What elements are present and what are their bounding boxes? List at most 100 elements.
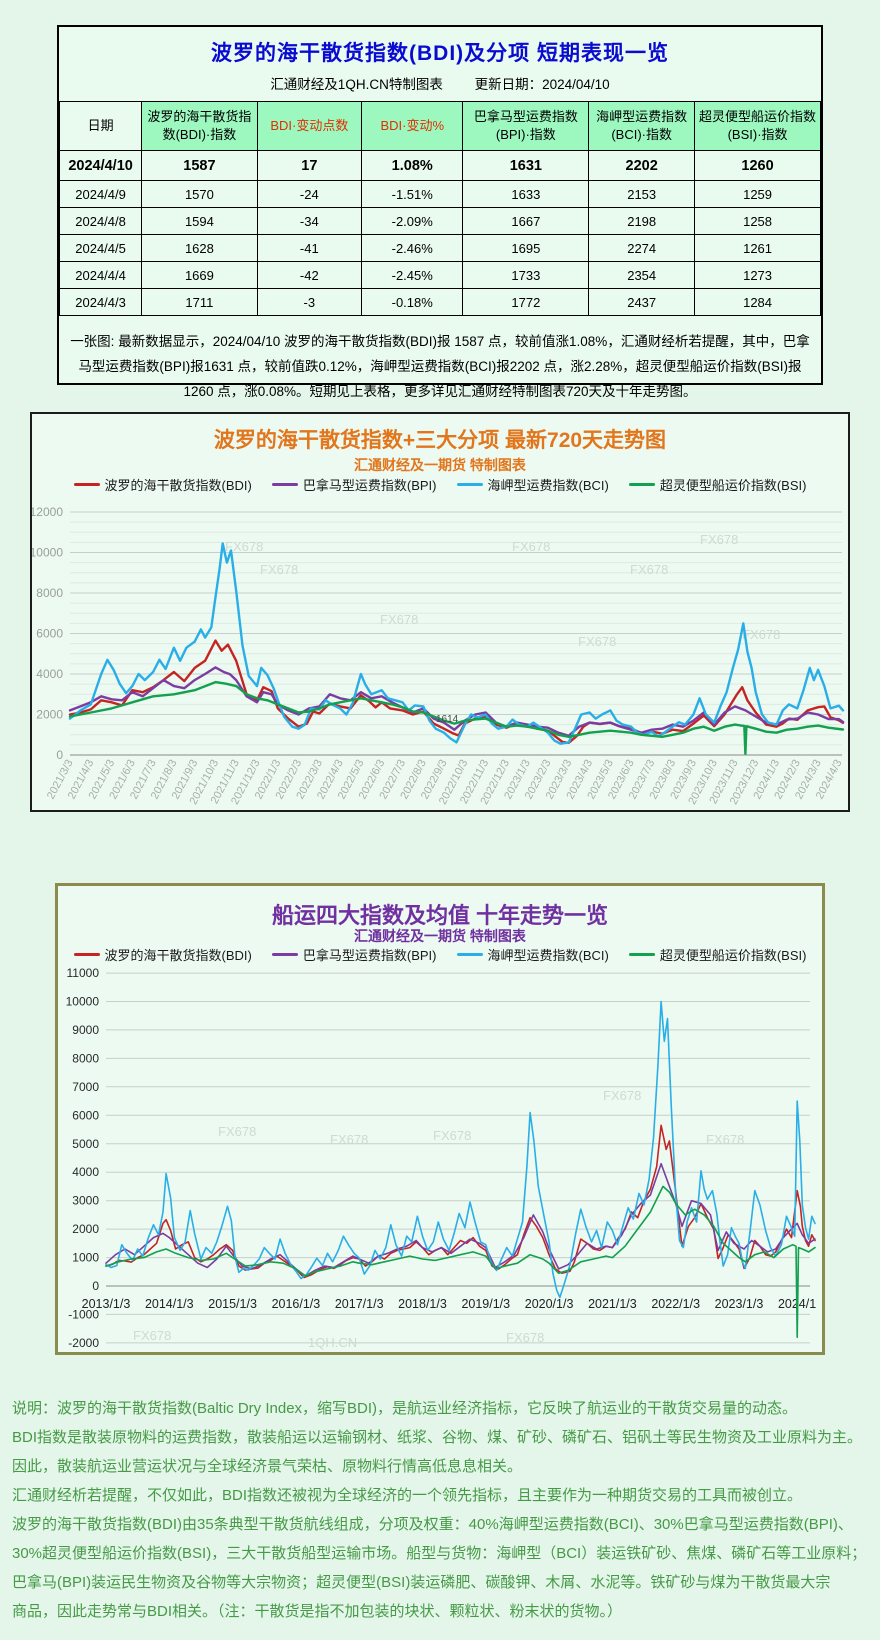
- footer-line: 巴拿马(BPI)装运民生物资及谷物等大宗物资；超灵便型(BSI)装运磷肥、碳酸钾…: [12, 1574, 831, 1591]
- watermark-text: 1QH.CN: [308, 1335, 357, 1350]
- y-axis-tick-label: 0: [56, 748, 63, 762]
- table-cell: 1633: [462, 180, 590, 208]
- footer-notes: 说明：波罗的海干散货指数(Baltic Dry Index，缩写BDI)，是航运…: [12, 1394, 872, 1626]
- x-axis-tick-label: 2013/1/3: [82, 1297, 131, 1311]
- x-axis-tick-label: 2015/1/3: [208, 1297, 257, 1311]
- table-cell: -34: [256, 207, 363, 235]
- y-axis-tick-label: 7000: [72, 1080, 99, 1094]
- table-cell: 1570: [141, 180, 258, 208]
- y-axis-tick-label: 6000: [36, 627, 63, 641]
- legend-label: 海岬型运费指数(BCI): [487, 947, 609, 963]
- footer-line: 商品，因此走势常与BDI相关。（注：干散货是指不加包装的块状、颗粒状、粉末状的货…: [12, 1603, 623, 1620]
- chart2-title: 船运四大指数及均值 十年走势一览: [271, 903, 609, 928]
- x-axis-tick-label: 2016/1/3: [272, 1297, 321, 1311]
- table-cell: 1594: [141, 207, 258, 235]
- legend-label: 超灵便型船运价指数(BSI): [659, 477, 807, 493]
- watermark-text: FX678: [603, 1088, 641, 1103]
- y-axis-tick-label: 0: [92, 1279, 99, 1293]
- table-cell: 2024/4/3: [58, 288, 143, 316]
- footer-line: BDI指数是散装原物料的运费指数，散装船运以运输钢材、纸浆、谷物、煤、矿砂、磷矿…: [12, 1429, 863, 1446]
- table-cell: 1631: [462, 150, 590, 181]
- table-cell: 2274: [588, 234, 696, 262]
- column-header: 日期: [58, 101, 143, 151]
- watermark-text: FX678: [742, 627, 780, 642]
- column-header: 海岬型运费指数(BCI)·指数: [588, 101, 696, 151]
- table-cell: -1.51%: [361, 180, 464, 208]
- table-cell: 2202: [588, 150, 696, 181]
- watermark-text: FX678: [218, 1124, 256, 1139]
- table-row: 2024/4/9 1570 -24 -1.51% 1633 2153 1259: [58, 180, 821, 208]
- legend-item: 波罗的海干散货指数(BDI): [73, 475, 252, 494]
- chart1-title: 波罗的海干散货指数+三大分项 最新720天走势图: [213, 429, 667, 452]
- legend-label: 波罗的海干散货指数(BDI): [104, 947, 252, 963]
- chart1-subtitle: 汇通财经及一期货 特制图表: [354, 457, 526, 473]
- chart1-legend: 波罗的海干散货指数(BDI) 巴拿马型运费指数(BPI) 海岬型运费指数(BCI) 超…: [32, 474, 848, 494]
- column-header: 巴拿马型运费指数(BPI)·指数: [462, 101, 590, 151]
- x-axis-tick-label: 2020/1/3: [525, 1297, 574, 1311]
- legend-label: 巴拿马型运费指数(BPI): [302, 947, 437, 963]
- chart-720day-panel: 波罗的海干散货指数+三大分项 最新720天走势图 汇通财经及一期货 特制图表 波…: [30, 412, 850, 812]
- legend-swatch: [73, 952, 100, 956]
- table-cell: 1587: [141, 150, 258, 181]
- table-update-date: 更新日期：2024/04/10: [474, 77, 610, 92]
- table-cell: 1260: [694, 150, 821, 181]
- y-axis-tick-label: 11000: [67, 966, 100, 980]
- legend-label: 波罗的海干散货指数(BDI): [104, 477, 252, 493]
- column-header: 超灵便型船运价指数(BSI)·指数: [694, 101, 821, 151]
- table-cell: -0.18%: [361, 288, 464, 316]
- x-axis-tick-label: 2021/1/3: [588, 1297, 637, 1311]
- y-axis-tick-label: 10000: [66, 995, 100, 1009]
- table-cell: -2.46%: [361, 234, 464, 262]
- legend-label: 超灵便型船运价指数(BSI): [659, 947, 807, 963]
- legend-item: 海岬型运费指数(BCI): [456, 945, 609, 964]
- table-cell: 1.08%: [361, 150, 464, 181]
- watermark-text: FX678: [506, 1330, 544, 1345]
- watermark-text: FX678: [700, 532, 738, 547]
- legend-swatch: [456, 952, 483, 956]
- table-cell: 1628: [141, 234, 258, 262]
- table-cell: 2198: [588, 207, 696, 235]
- x-axis-tick-label: 2023/1/3: [715, 1297, 764, 1311]
- series-line: [68, 542, 845, 745]
- table-cell: 1273: [694, 261, 821, 289]
- y-axis-tick-label: 4000: [72, 1165, 99, 1179]
- watermark-text: FX678: [512, 539, 550, 554]
- table-cell: 1711: [141, 288, 258, 316]
- footer-line: 说明：波罗的海干散货指数(Baltic Dry Index，缩写BDI)，是航运…: [12, 1400, 798, 1417]
- watermark-text: FX678: [330, 1132, 368, 1147]
- table-cell: 1259: [694, 180, 821, 208]
- chart2-canvas: -2000 -1000 0 1000 2000 3000 4000 5000 6000 7000 8…: [66, 966, 816, 1350]
- legend-item: 海岬型运费指数(BCI): [456, 475, 609, 494]
- y-axis-tick-label: -1000: [68, 1307, 99, 1321]
- table-cell: 1733: [462, 261, 590, 289]
- series-line: [105, 1185, 816, 1339]
- table-source: 汇通财经及1QH.CN特制图表: [270, 77, 443, 92]
- series-line: [68, 666, 845, 738]
- y-axis-tick-label: 8000: [36, 586, 63, 600]
- table-cell: -2.45%: [361, 261, 464, 289]
- y-axis-tick-label: 6000: [72, 1108, 99, 1122]
- table-cell: 17: [256, 150, 363, 181]
- y-axis-tick-label: 5000: [72, 1137, 99, 1151]
- legend-label: 海岬型运费指数(BCI): [487, 477, 609, 493]
- y-axis-tick-label: 4000: [36, 667, 63, 681]
- table-cell: 2354: [588, 261, 696, 289]
- table-row: 2024/4/5 1628 -41 -2.46% 1695 2274 1261: [58, 234, 821, 262]
- watermark-text: FX678: [380, 612, 418, 627]
- column-header: 波罗的海干散货指数(BDI)·指数: [141, 101, 258, 151]
- table-cell: 2024/4/4: [58, 261, 143, 289]
- y-axis-tick-label: 3000: [72, 1194, 99, 1208]
- chart1-canvas: 0200040006000800010000120002021/3/32021/…: [32, 505, 845, 807]
- series-line: [105, 1000, 816, 1299]
- y-axis-tick-label: 1000: [72, 1251, 99, 1265]
- y-axis-tick-label: 8000: [72, 1051, 99, 1065]
- table-cell: -2.09%: [361, 207, 464, 235]
- x-axis-tick-label: 2022/1/3: [651, 1297, 700, 1311]
- legend-item: 波罗的海干散货指数(BDI): [73, 945, 252, 964]
- watermark-text: FX678: [433, 1128, 471, 1143]
- table-cell: 2024/4/9: [58, 180, 143, 208]
- table-cell: 1667: [462, 207, 590, 235]
- table-cell: 2024/4/5: [58, 234, 143, 262]
- data-label: 1614: [436, 714, 459, 725]
- y-axis-tick-label: 2000: [36, 708, 63, 722]
